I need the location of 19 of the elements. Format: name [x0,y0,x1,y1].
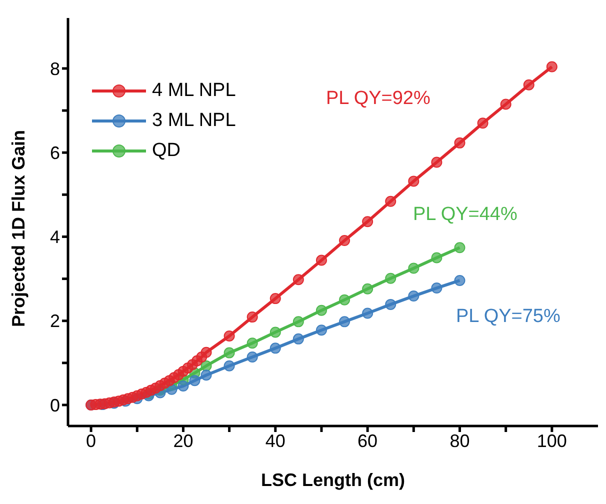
y-tick-label: 4 [50,227,60,248]
y-tick-label: 8 [50,58,60,79]
y-tick-label: 6 [50,142,60,163]
x-tick-label: 80 [450,430,470,451]
annotation: PL QY=44% [413,204,518,226]
annotation: PL QY=92% [326,88,430,110]
y-tick-label: 0 [50,395,60,416]
y-tick-label: 2 [50,311,60,332]
x-tick-label: 100 [536,430,567,451]
x-tick-label: 40 [265,430,286,451]
legend-label: QD [152,139,180,163]
x-tick-label: 60 [358,430,378,451]
annotation: PL QY=75% [456,306,560,328]
legend-label: 3 ML NPL [152,109,236,133]
x-tick-label: 20 [173,430,194,451]
x-axis-title: LSC Length (cm) [261,470,405,490]
x-tick-label: 0 [86,430,96,451]
legend-label: 4 ML NPL [152,79,236,103]
y-axis-title: Projected 1D Flux Gain [8,130,28,327]
